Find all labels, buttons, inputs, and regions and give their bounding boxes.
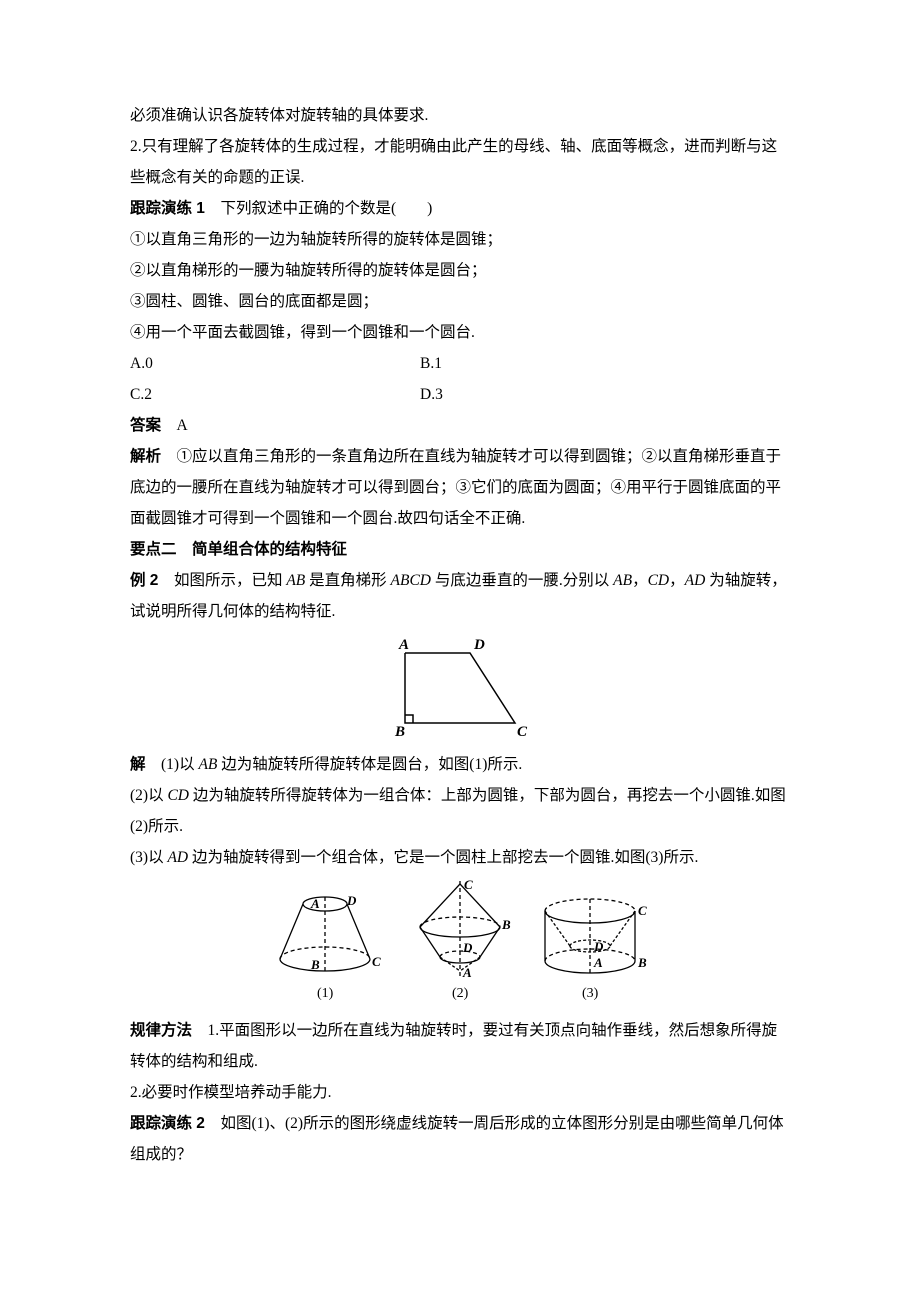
math: CD — [648, 572, 670, 589]
rule-1: 规律方法 1.平面图形以一边所在直线为轴旋转时，要过有关顶点向轴作垂线，然后想象… — [130, 1015, 790, 1077]
text: 下列叙述中正确的个数是( ) — [205, 200, 432, 217]
label-c: C — [372, 954, 381, 969]
example-2-label: 例 2 — [130, 572, 158, 589]
choice-b: B.1 — [420, 348, 442, 379]
label-d: D — [346, 893, 357, 908]
math: AB — [286, 572, 305, 589]
t: (3)以 — [130, 849, 167, 866]
math: AB — [198, 756, 217, 773]
t: ， — [669, 572, 685, 589]
solution-3: (3)以 AD 边为轴旋转得到一个组合体，它是一个圆柱上部挖去一个圆锥.如图(3… — [130, 842, 790, 873]
sub-1: (1) — [317, 986, 334, 1001]
choice-a: A.0 — [130, 348, 420, 379]
label-a: A — [593, 955, 603, 970]
t: 如图所示，已知 — [158, 572, 286, 589]
t: 边为轴旋转得到一个组合体，它是一个圆柱上部挖去一个圆锥.如图(3)所示. — [188, 849, 698, 866]
solution-label: 解 — [130, 756, 146, 773]
analysis: 解析 ①应以直角三角形的一条直角边所在直线为轴旋转才可以得到圆锥；②以直角梯形垂… — [130, 441, 790, 534]
choice-row-1: A.0 B.1 — [130, 348, 790, 379]
t: 如图(1)、(2)所示的图形绕虚线旋转一周后形成的立体图形分别是由哪些简单几何体… — [130, 1115, 784, 1163]
paragraph: 2.只有理解了各旋转体的生成过程，才能明确由此产生的母线、轴、底面等概念，进而判… — [130, 131, 790, 193]
analysis-text: ①应以直角三角形的一条直角边所在直线为轴旋转才可以得到圆锥；②以直角梯形垂直于底… — [130, 448, 781, 527]
t: (1)以 — [146, 756, 199, 773]
label-a: A — [310, 896, 320, 911]
exercise-1-stem: 跟踪演练 1 下列叙述中正确的个数是( ) — [130, 193, 790, 224]
statement-3: ③圆柱、圆锥、圆台的底面都是圆； — [130, 286, 790, 317]
answer-line: 答案 A — [130, 410, 790, 441]
label-b: B — [501, 917, 511, 932]
trapezoid-svg: A D B C — [375, 633, 545, 743]
t: 1.平面图形以一边所在直线为轴旋转时，要过有关顶点向轴作垂线，然后想象所得旋转体… — [130, 1022, 777, 1070]
solution-2: (2)以 CD 边为轴旋转所得旋转体为一组合体：上部为圆锥，下部为圆台，再挖去一… — [130, 780, 790, 842]
math: ABCD — [391, 572, 431, 589]
label-b: B — [394, 724, 405, 740]
t: (2)以 — [130, 787, 167, 804]
math: AD — [685, 572, 706, 589]
t: 与底边垂直的一腰.分别以 — [431, 572, 613, 589]
t: 边为轴旋转所得旋转体是圆台，如图(1)所示. — [217, 756, 522, 773]
three-solids-figure: A D B C (1) — [130, 879, 790, 1009]
statement-2: ②以直角梯形的一腰为轴旋转所得的旋转体是圆台； — [130, 255, 790, 286]
statement-4: ④用一个平面去截圆锥，得到一个圆锥和一个圆台. — [130, 317, 790, 348]
label-c: C — [464, 879, 473, 892]
label-b: B — [310, 957, 320, 972]
sub-3: (3) — [582, 986, 599, 1001]
math: AB — [613, 572, 632, 589]
t: ， — [632, 572, 648, 589]
statement-1: ①以直角三角形的一边为轴旋转所得的旋转体是圆锥； — [130, 224, 790, 255]
analysis-label: 解析 — [130, 448, 161, 465]
label-b: B — [637, 955, 647, 970]
exercise-2-label: 跟踪演练 2 — [130, 1115, 205, 1132]
choice-d: D.3 — [420, 379, 443, 410]
choice-row-2: C.2 D.3 — [130, 379, 790, 410]
label-d: D — [473, 637, 485, 653]
label-d: D — [462, 940, 473, 955]
rule-label: 规律方法 — [130, 1022, 192, 1039]
label-a: A — [462, 965, 472, 980]
exercise-1-label: 跟踪演练 1 — [130, 200, 205, 217]
example-2: 例 2 如图所示，已知 AB 是直角梯形 ABCD 与底边垂直的一腰.分别以 A… — [130, 565, 790, 627]
t: 边为轴旋转所得旋转体为一组合体：上部为圆锥，下部为圆台，再挖去一个小圆锥.如图(… — [130, 787, 786, 835]
paragraph: 必须准确认识各旋转体对旋转轴的具体要求. — [130, 100, 790, 131]
math: AD — [167, 849, 188, 866]
rule-2: 2.必要时作模型培养动手能力. — [130, 1077, 790, 1108]
solution-1: 解 (1)以 AB 边为轴旋转所得旋转体是圆台，如图(1)所示. — [130, 749, 790, 780]
answer-label: 答案 — [130, 417, 161, 434]
sub-2: (2) — [452, 986, 469, 1001]
answer-value: A — [161, 417, 188, 434]
label-c: C — [638, 903, 647, 918]
three-solids-svg: A D B C (1) — [260, 879, 660, 1009]
point-2-heading: 要点二 简单组合体的结构特征 — [130, 534, 790, 565]
t: 是直角梯形 — [305, 572, 390, 589]
label-c: C — [517, 724, 528, 740]
label-d: D — [593, 939, 604, 954]
choice-c: C.2 — [130, 379, 420, 410]
exercise-2: 跟踪演练 2 如图(1)、(2)所示的图形绕虚线旋转一周后形成的立体图形分别是由… — [130, 1108, 790, 1170]
trapezoid-figure: A D B C — [130, 633, 790, 743]
page: 必须准确认识各旋转体对旋转轴的具体要求. 2.只有理解了各旋转体的生成过程，才能… — [0, 0, 920, 1302]
math: CD — [167, 787, 189, 804]
label-a: A — [398, 637, 409, 653]
